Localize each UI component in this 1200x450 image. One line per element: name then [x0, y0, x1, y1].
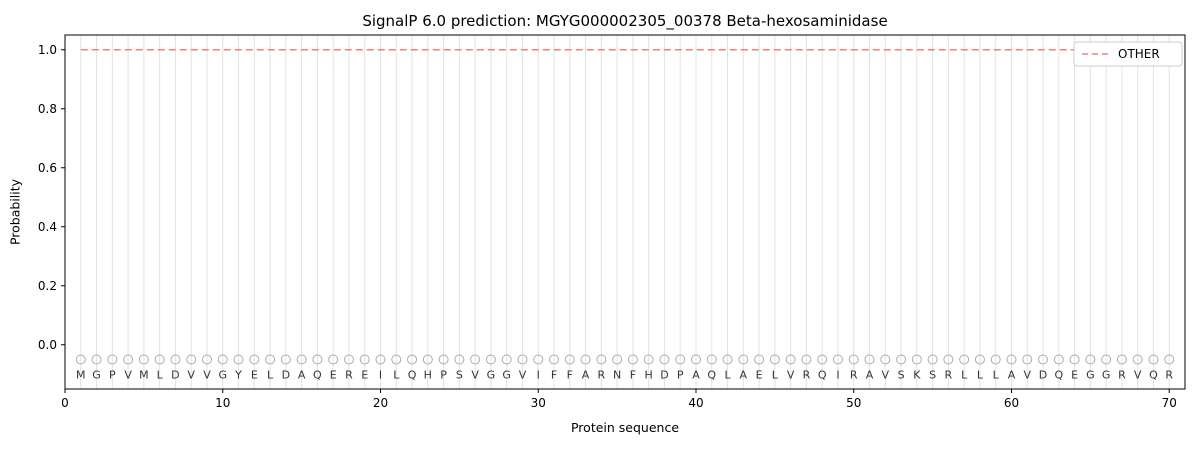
x-axis-label: Protein sequence — [570, 420, 680, 435]
svg-text:R: R — [345, 368, 353, 381]
svg-text:G: G — [218, 368, 227, 381]
svg-text:L: L — [393, 368, 400, 381]
axis-tick-labels: 0 10 20 30 40 50 60 70 0.0 0.2 0.4 0.6 0.8 1.0 — [38, 43, 1177, 410]
svg-text:V: V — [203, 368, 211, 381]
svg-text:S: S — [898, 368, 905, 381]
svg-text:L: L — [157, 368, 164, 381]
svg-text:A: A — [866, 368, 874, 381]
x-tick-label: 40 — [688, 396, 703, 410]
y-tick-label: 0.2 — [38, 279, 57, 293]
svg-text:G: G — [92, 368, 101, 381]
svg-text:S: S — [456, 368, 463, 381]
svg-text:E: E — [330, 368, 337, 381]
svg-text:N: N — [613, 368, 621, 381]
y-tick-label: 0.4 — [38, 220, 57, 234]
svg-text:E: E — [1071, 368, 1078, 381]
x-tick-label: 50 — [846, 396, 861, 410]
svg-text:Q: Q — [313, 368, 322, 381]
svg-text:Q: Q — [707, 368, 716, 381]
svg-text:Q: Q — [818, 368, 827, 381]
svg-text:E: E — [251, 368, 258, 381]
residue-markers — [75, 354, 1175, 365]
svg-text:V: V — [1134, 368, 1142, 381]
svg-text:V: V — [1023, 368, 1031, 381]
svg-text:H: H — [424, 368, 432, 381]
legend-box — [1073, 41, 1183, 67]
svg-text:K: K — [913, 368, 921, 381]
svg-text:S: S — [929, 368, 936, 381]
svg-text:A: A — [298, 368, 306, 381]
svg-text:D: D — [282, 368, 290, 381]
svg-text:V: V — [471, 368, 479, 381]
svg-text:A: A — [1008, 368, 1016, 381]
svg-text:V: V — [882, 368, 890, 381]
svg-text:G: G — [1086, 368, 1095, 381]
y-tick-label: 1.0 — [38, 43, 57, 57]
svg-text:R: R — [1118, 368, 1126, 381]
svg-text:A: A — [692, 368, 700, 381]
svg-text:L: L — [977, 368, 984, 381]
x-tick-label: 20 — [373, 396, 388, 410]
x-tick-label: 0 — [61, 396, 69, 410]
svg-text:G: G — [487, 368, 496, 381]
svg-text:L: L — [267, 368, 274, 381]
svg-text:V: V — [519, 368, 527, 381]
svg-text:L: L — [724, 368, 731, 381]
legend-label: OTHER — [1118, 47, 1160, 61]
svg-text:E: E — [361, 368, 368, 381]
svg-text:F: F — [630, 368, 636, 381]
x-tick-label: 30 — [531, 396, 546, 410]
y-tick-label: 0.8 — [38, 102, 57, 116]
svg-text:Q: Q — [1149, 368, 1158, 381]
svg-text:A: A — [582, 368, 590, 381]
svg-text:P: P — [677, 368, 684, 381]
x-tick-label: 60 — [1004, 396, 1019, 410]
svg-text:E: E — [756, 368, 763, 381]
svg-text:D: D — [171, 368, 179, 381]
svg-text:F: F — [567, 368, 573, 381]
svg-text:P: P — [109, 368, 116, 381]
svg-text:G: G — [1102, 368, 1111, 381]
svg-text:D: D — [660, 368, 668, 381]
svg-text:D: D — [1039, 368, 1047, 381]
svg-text:I: I — [537, 368, 540, 381]
svg-text:R: R — [850, 368, 858, 381]
x-tick-label: 10 — [215, 396, 230, 410]
svg-text:H: H — [645, 368, 653, 381]
svg-text:Q: Q — [408, 368, 417, 381]
svg-text:Y: Y — [234, 368, 242, 381]
legend: OTHER — [1073, 41, 1183, 67]
svg-text:L: L — [772, 368, 779, 381]
y-tick-label: 0.6 — [38, 161, 57, 175]
svg-text:R: R — [803, 368, 811, 381]
residue-gridlines — [80, 35, 1170, 389]
svg-text:F: F — [551, 368, 557, 381]
x-tick-label: 70 — [1162, 396, 1177, 410]
svg-text:A: A — [740, 368, 748, 381]
svg-text:V: V — [787, 368, 795, 381]
axis-ticks — [61, 49, 1170, 393]
svg-text:V: V — [187, 368, 195, 381]
chart-title: SignalP 6.0 prediction: MGYG000002305_00… — [362, 12, 888, 30]
plot-border — [64, 34, 1186, 390]
svg-text:V: V — [124, 368, 132, 381]
svg-text:R: R — [1165, 368, 1173, 381]
svg-text:L: L — [993, 368, 1000, 381]
svg-text:L: L — [961, 368, 968, 381]
svg-text:I: I — [379, 368, 382, 381]
svg-text:M: M — [139, 368, 149, 381]
svg-text:R: R — [945, 368, 953, 381]
svg-text:M: M — [76, 368, 86, 381]
y-tick-label: 0.0 — [38, 338, 57, 352]
svg-text:I: I — [836, 368, 839, 381]
svg-text:Q: Q — [1054, 368, 1063, 381]
svg-text:P: P — [440, 368, 447, 381]
svg-text:G: G — [502, 368, 511, 381]
svg-text:R: R — [598, 368, 606, 381]
